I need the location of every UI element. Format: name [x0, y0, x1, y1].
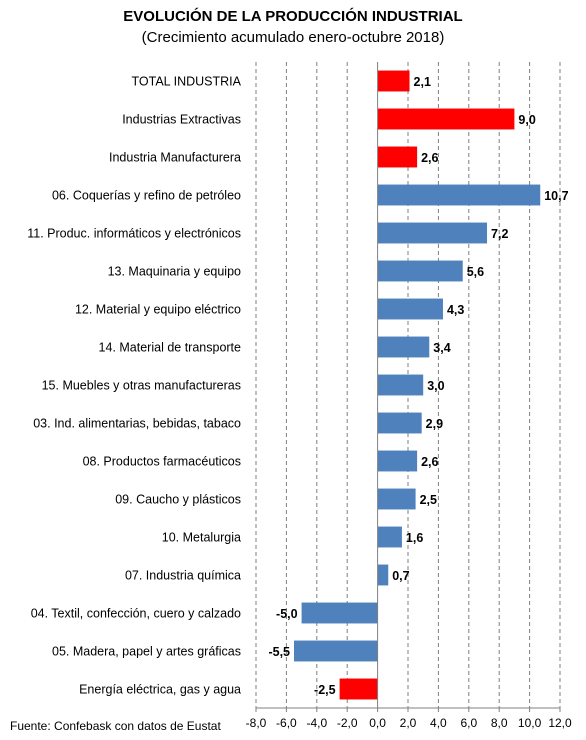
- data-label: -2,5: [314, 683, 336, 697]
- tick-label: 4,0: [430, 716, 447, 730]
- data-label: 9,0: [518, 113, 535, 127]
- data-label: 5,6: [467, 265, 484, 279]
- data-label: 2,5: [420, 493, 437, 507]
- category-label: Industria Manufacturera: [109, 151, 241, 165]
- tick-label: 8,0: [491, 716, 508, 730]
- tick-label: -2,0: [337, 716, 358, 730]
- category-label: 07. Industria química: [125, 569, 241, 583]
- category-label: 15. Muebles y otras manufactureras: [42, 379, 241, 393]
- category-label: 10. Metalurgia: [162, 531, 241, 545]
- category-label: 13. Maquinaria y equipo: [108, 265, 241, 279]
- bar: [377, 298, 443, 320]
- bar: [377, 374, 424, 396]
- bar: [294, 640, 378, 662]
- bar: [377, 488, 416, 510]
- tick-label: -4,0: [306, 716, 327, 730]
- data-label: 2,6: [421, 455, 438, 469]
- category-label: 05. Madera, papel y artes gráficas: [52, 645, 241, 659]
- category-label: 03. Ind. alimentarias, bebidas, tabaco: [33, 417, 241, 431]
- data-label: 10,7: [544, 189, 568, 203]
- data-label: -5,0: [276, 607, 298, 621]
- data-label: -5,5: [268, 645, 290, 659]
- chart-title: EVOLUCIÓN DE LA PRODUCCIÓN INDUSTRIAL: [123, 8, 463, 25]
- data-label: 2,6: [421, 151, 438, 165]
- bar: [377, 336, 430, 358]
- data-label: 1,6: [406, 531, 423, 545]
- data-label: 7,2: [491, 227, 508, 241]
- bar: [377, 260, 463, 282]
- data-label: 2,1: [414, 75, 431, 89]
- bar: [339, 678, 378, 700]
- category-label: Industrias Extractivas: [122, 113, 241, 127]
- bar: [377, 108, 515, 130]
- tick-label: 10,0: [518, 716, 542, 730]
- tick-label: -6,0: [276, 716, 297, 730]
- source-note: Fuente: Confebask con datos de Eustat: [10, 719, 221, 733]
- category-label: 09. Caucho y plásticos: [115, 493, 241, 507]
- tick-label: 12,0: [548, 716, 572, 730]
- tick-label: -8,0: [246, 716, 267, 730]
- data-label: 4,3: [447, 303, 464, 317]
- category-label: 12. Material y equipo eléctrico: [75, 303, 241, 317]
- chart-subtitle: (Crecimiento acumulado enero-octubre 201…: [141, 29, 445, 46]
- bar: [377, 184, 541, 206]
- bar: [377, 222, 488, 244]
- category-label: 08. Productos farmacéuticos: [83, 455, 241, 469]
- bar: [377, 450, 418, 472]
- category-label: 06. Coquerías y refino de petróleo: [52, 189, 241, 203]
- bar: [377, 564, 389, 586]
- tick-label: 6,0: [460, 716, 477, 730]
- category-label: 04. Textil, confección, cuero y calzado: [31, 607, 241, 621]
- category-label: Energía eléctrica, gas y agua: [79, 683, 241, 697]
- bar: [377, 146, 418, 168]
- data-label: 3,0: [427, 379, 444, 393]
- bar: [377, 70, 410, 92]
- data-label: 0,7: [392, 569, 409, 583]
- category-label: 14. Material de transporte: [99, 341, 241, 355]
- data-label: 2,9: [426, 417, 443, 431]
- bar: [377, 526, 402, 548]
- bar: [377, 412, 422, 434]
- tick-label: 0,0: [369, 716, 386, 730]
- category-label: TOTAL INDUSTRIA: [131, 75, 241, 89]
- data-label: 3,4: [433, 341, 450, 355]
- category-label: 11. Produc. informáticos y electrónicos: [27, 227, 241, 241]
- tick-label: 2,0: [400, 716, 417, 730]
- bar: [301, 602, 378, 624]
